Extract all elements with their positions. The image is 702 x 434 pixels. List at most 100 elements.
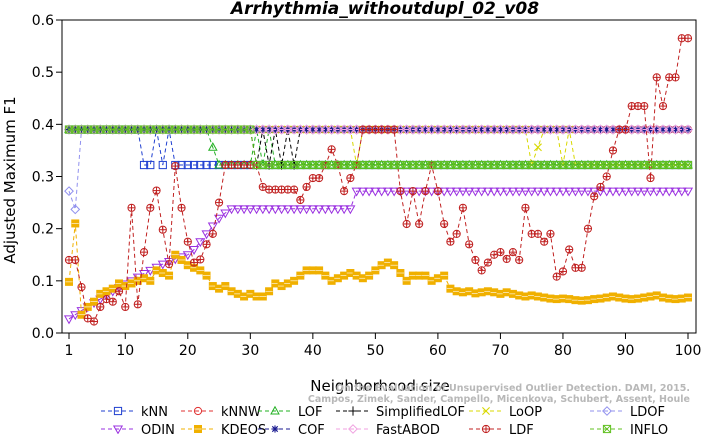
data-point-ldf [327,145,336,154]
data-point-odin [401,187,412,197]
data-point-inflo [246,125,255,134]
data-point-fastabod [683,124,693,135]
data-point-lof [370,159,381,169]
data-point-ldf [152,186,161,195]
data-point-ldf [315,173,324,183]
data-point-ldf [164,260,174,269]
data-point-ldf [590,192,599,201]
data-point-ldf [496,248,505,257]
legend-item-fastabod: FastABOD [336,423,440,434]
series-ldf [64,34,693,326]
data-point-ldf [146,203,155,212]
data-point-lof [345,159,356,169]
y-tick-label: 0.6 [32,13,54,29]
data-point-ldf [483,258,493,267]
data-point-ldf [340,187,349,196]
data-point-odin [214,214,225,224]
data-point-ldf [671,73,680,82]
y-tick-label: 0.4 [32,117,54,133]
data-point-kdeos [440,271,449,280]
data-point-odin [370,187,381,197]
data-point-odin [357,187,368,197]
data-point-kdeos [71,219,80,228]
legend-label-loop: LoOP [509,405,542,420]
data-point-lof [470,159,481,169]
data-point-kdeos [290,276,299,285]
data-point-odin [201,230,212,240]
data-point-ldf [121,302,130,312]
data-point-ldf [502,254,511,264]
legend-item-kdeos: KDEOS [181,423,266,434]
data-point-odin [282,205,293,215]
data-point-odin [245,205,256,215]
data-point-kdeos [146,276,155,285]
data-point-odin [607,187,619,197]
data-point-ldf [646,173,655,183]
data-point-lof [595,159,606,169]
data-point-odin [239,205,250,215]
data-point-odin [532,187,543,197]
data-point-lof [558,159,568,169]
legend-label-knnw: kNNW [221,405,261,420]
data-point-odin [314,205,325,215]
legend-symbol-kdeos [193,424,202,433]
legend-symbol-knn [113,406,123,416]
data-point-odin [645,187,656,197]
data-point-ldf [558,267,568,276]
data-point-kdeos [171,250,180,259]
data-point-odin [626,187,637,197]
data-point-lof [389,159,399,169]
data-point-knn [196,160,205,170]
data-point-odin [301,205,312,215]
y-tick-label: 0.2 [32,222,54,238]
data-point-odin [632,187,644,197]
data-point-odin [564,187,575,197]
data-point-ldf [421,187,430,196]
data-point-lof [508,159,518,169]
data-point-ldf [546,229,555,238]
data-point-lof [651,159,662,169]
legend-symbol-inflo [602,424,612,434]
data-point-lof [658,159,668,169]
data-point-kdeos [402,276,411,285]
data-point-lof [639,159,650,169]
data-point-lof [664,159,675,169]
data-point-ldf [208,229,217,238]
data-point-odin [551,187,562,197]
data-point-ldf [196,255,205,264]
y-tick-label: 0.3 [32,170,54,186]
data-point-odin [664,187,675,197]
data-point-ldof [64,186,74,197]
data-point-lof [383,159,393,169]
data-point-kdeos [90,297,99,306]
data-point-knn [139,160,149,170]
data-point-lof [376,159,387,169]
data-point-odin [514,187,525,197]
data-point-ldf [521,203,530,212]
data-point-kdeos [390,261,399,270]
data-point-ldf [296,195,305,205]
legend-label-ldof: LDOF [630,405,665,420]
data-point-loop [533,143,542,152]
legend-symbol-lof [270,405,280,415]
y-tick-label: 0.5 [32,65,54,81]
data-point-lof [570,159,581,169]
legend-label-kdeos: KDEOS [221,423,266,434]
data-point-odin [464,187,475,197]
data-point-ldf [508,248,518,257]
series-kdeos [65,219,693,319]
series-ldof [64,124,693,215]
data-point-lof [207,142,218,151]
data-point-ldf [583,224,593,233]
data-point-ldf [565,245,574,254]
x-tick-label: 40 [304,343,322,359]
data-point-ldf [608,146,618,155]
data-point-lof [564,159,575,169]
y-tick-label: 0.0 [32,326,54,342]
x-tick-label: 90 [617,343,635,359]
data-point-odin [195,238,206,248]
x-tick-label: 50 [366,343,384,359]
data-point-lof [214,159,224,169]
series-line-odin-0 [68,190,688,320]
axes-layer: 1 10 20 30 40 50 60 70 80 90 100 0.0 0.1 0.2 0.3 0.4 0.5… [32,13,702,359]
